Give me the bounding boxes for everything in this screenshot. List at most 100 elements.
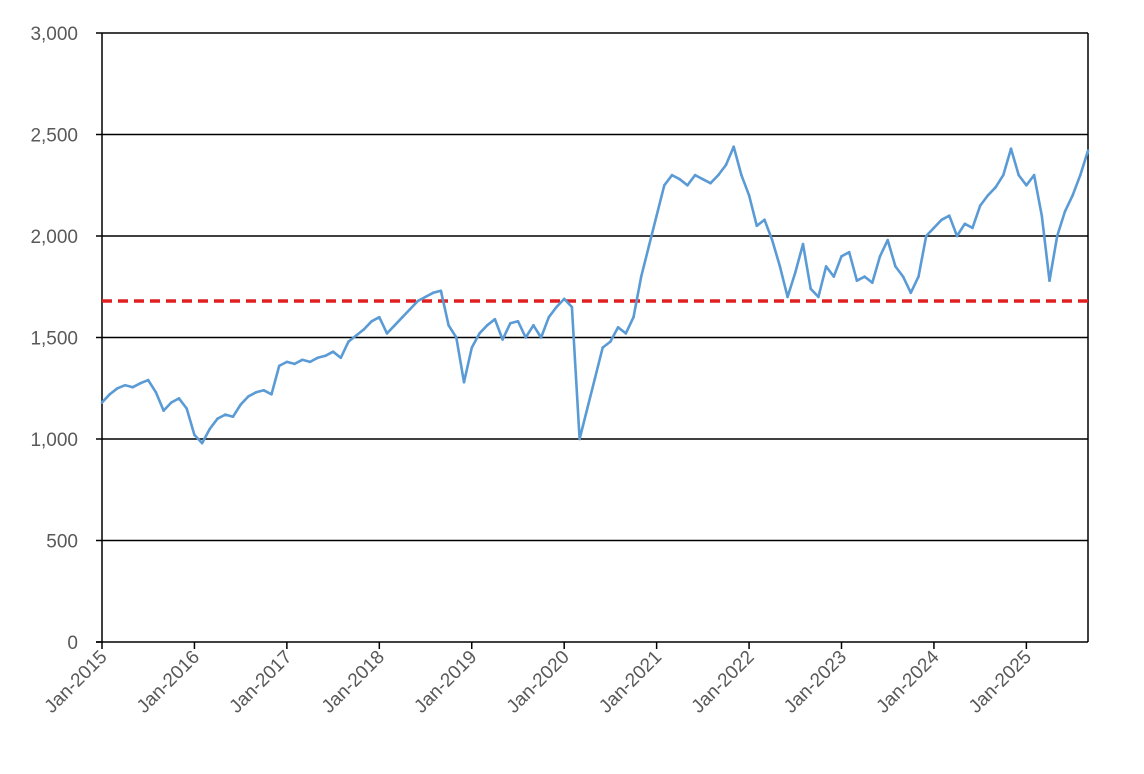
data-point	[763, 218, 766, 222]
data-point	[1002, 173, 1005, 177]
data-point	[940, 218, 943, 222]
y-tick-label: 3,000	[30, 24, 78, 45]
data-point	[901, 275, 905, 278]
data-point	[447, 324, 450, 327]
data-point	[316, 356, 320, 360]
x-tick-label: Jan-2020	[503, 647, 574, 718]
series-layer	[100, 145, 1090, 445]
x-tick-label: Jan-2021	[595, 647, 666, 718]
data-point	[1079, 173, 1082, 177]
data-point	[509, 322, 512, 325]
data-point	[639, 275, 643, 278]
data-point	[170, 401, 173, 404]
y-tick-labels: 0 500 1,000 1,500 2,000 2,500 3,000	[30, 24, 78, 654]
data-point	[116, 387, 119, 390]
data-point	[616, 326, 620, 329]
data-point	[624, 332, 628, 335]
data-point	[709, 181, 712, 185]
data-point	[270, 393, 273, 396]
x-tick-label: Jan-2024	[873, 646, 944, 717]
data-point	[555, 305, 558, 309]
data-point	[393, 324, 397, 327]
y-tick-label: 1,500	[30, 329, 78, 350]
data-point	[809, 287, 812, 291]
x-tick-label: Jan-2015	[41, 647, 112, 718]
data-point	[770, 238, 774, 242]
data-point	[978, 204, 982, 207]
data-point	[293, 362, 296, 366]
data-point	[948, 214, 951, 217]
data-point	[308, 360, 312, 364]
data-point	[123, 383, 127, 387]
data-point	[1017, 173, 1020, 177]
data-point	[378, 315, 381, 319]
data-point	[455, 336, 458, 339]
data-point	[1048, 279, 1051, 283]
data-point	[924, 234, 928, 238]
data-point	[200, 441, 204, 445]
data-point	[100, 401, 104, 404]
data-point	[886, 238, 889, 242]
data-point	[786, 295, 789, 299]
data-point	[1055, 234, 1059, 238]
data-point	[578, 437, 581, 441]
x-tick-label: Jan-2017	[226, 647, 297, 718]
y-tick-label: 2,500	[30, 126, 78, 147]
x-tick-label: Jan-2023	[780, 647, 851, 718]
data-point	[963, 222, 967, 226]
series-line	[101, 145, 1090, 445]
data-point	[231, 415, 235, 419]
data-point	[139, 381, 142, 385]
data-point	[593, 376, 597, 380]
data-point	[747, 194, 751, 197]
data-point	[740, 173, 743, 177]
data-point	[539, 336, 543, 339]
data-point	[693, 173, 697, 177]
data-point	[817, 295, 820, 299]
data-point	[570, 305, 574, 309]
data-point	[224, 413, 227, 416]
data-point	[871, 281, 874, 285]
data-point	[485, 324, 489, 327]
data-point	[824, 265, 828, 268]
data-point	[724, 163, 728, 167]
data-point	[493, 317, 497, 321]
data-point	[1071, 194, 1074, 197]
data-point	[1063, 210, 1067, 213]
data-point	[401, 315, 404, 319]
data-point	[408, 307, 412, 311]
axes	[96, 32, 1089, 649]
data-point	[794, 271, 797, 274]
data-point	[216, 417, 219, 421]
data-point	[247, 395, 250, 398]
data-point	[208, 427, 212, 431]
data-point	[277, 364, 281, 368]
data-point	[955, 234, 959, 238]
gridlines	[102, 32, 1088, 542]
y-tick-label: 500	[46, 532, 78, 553]
data-point	[177, 397, 181, 400]
data-point	[470, 346, 474, 349]
data-point	[431, 291, 435, 295]
y-tick-label: 1,000	[30, 430, 78, 451]
data-point	[524, 336, 527, 339]
data-point	[162, 409, 165, 412]
data-point	[778, 265, 782, 268]
data-point	[439, 289, 443, 293]
data-point	[917, 275, 920, 278]
x-tick-label: Jan-2019	[410, 647, 481, 718]
data-point	[339, 356, 343, 360]
data-point	[894, 265, 897, 268]
data-point	[840, 254, 843, 258]
x-tick-label: Jan-2018	[318, 647, 389, 718]
data-point	[501, 338, 504, 341]
data-point	[1032, 173, 1036, 177]
data-point	[632, 315, 635, 319]
data-point	[686, 184, 689, 187]
data-point	[562, 297, 566, 301]
data-point	[354, 334, 358, 337]
x-tick-label: Jan-2016	[133, 647, 204, 718]
data-point	[647, 244, 651, 248]
data-point	[239, 403, 242, 406]
